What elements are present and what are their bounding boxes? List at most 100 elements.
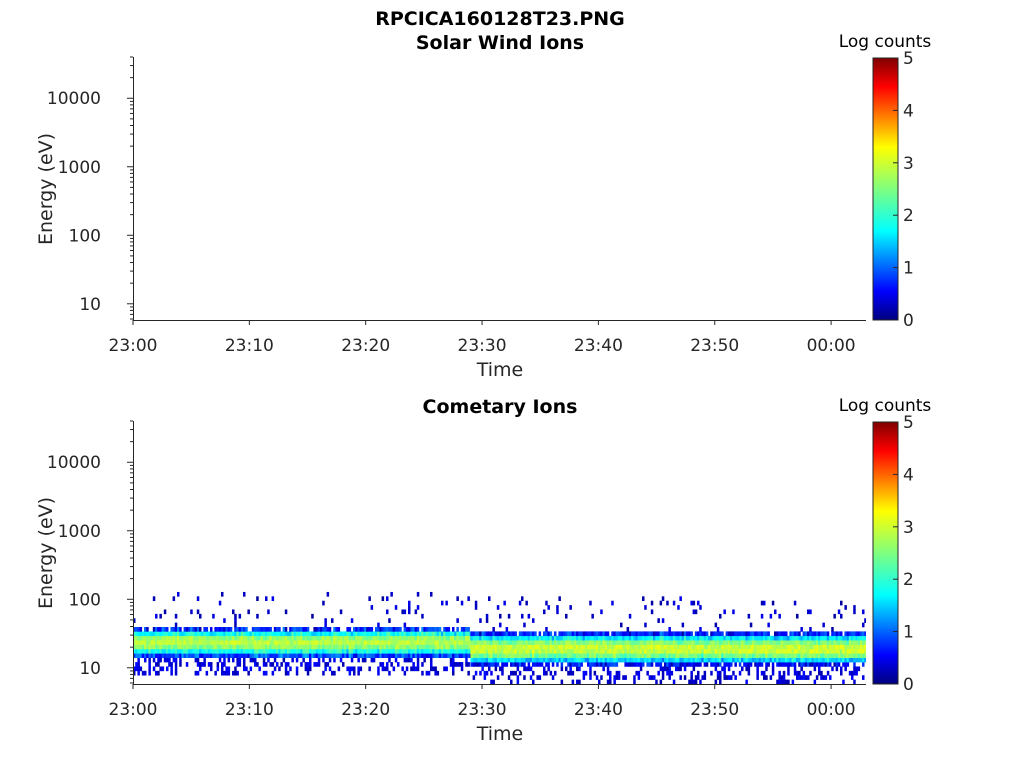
heatmap-cell	[432, 644, 435, 650]
heatmap-cell	[282, 644, 286, 650]
heatmap-cell	[716, 635, 720, 641]
heatmap-cell	[598, 653, 601, 658]
heatmap-cell	[326, 631, 330, 637]
heatmap-cell	[335, 640, 338, 645]
heatmap-cell	[697, 648, 700, 654]
heatmap-cell	[683, 653, 687, 658]
heatmap-cell	[527, 653, 531, 658]
heatmap-cell	[666, 635, 669, 641]
heatmap-cell	[357, 635, 360, 641]
heatmap-cell	[853, 640, 856, 645]
heatmap-cell	[481, 644, 484, 650]
heatmap-cell	[452, 640, 455, 645]
heatmap-cell	[842, 657, 845, 663]
heatmap-cell	[604, 653, 608, 658]
heatmap-cell	[672, 662, 676, 667]
heatmap-cell	[181, 644, 184, 650]
heatmap-cell	[441, 644, 444, 650]
heatmap-cell	[133, 631, 136, 637]
heatmap-cell	[421, 662, 424, 667]
heatmap-cell	[238, 662, 242, 667]
heatmap-cell	[745, 662, 748, 667]
heatmap-cell	[809, 627, 812, 632]
heatmap-cell	[192, 635, 195, 641]
heatmap-cell	[201, 635, 204, 641]
heatmap-cell	[547, 666, 550, 672]
heatmap-cell	[719, 640, 722, 645]
heatmap-cell	[518, 600, 522, 606]
heatmap-cell	[370, 657, 374, 663]
heatmap-cell	[551, 644, 555, 650]
heatmap-cell	[441, 635, 444, 641]
heatmap-cell	[427, 670, 431, 676]
heatmap-cell	[560, 666, 564, 672]
heatmap-cell	[804, 648, 808, 654]
heatmap-cell	[807, 648, 810, 654]
heatmap-cell	[234, 653, 237, 658]
heatmap-cell	[606, 631, 610, 637]
heatmap-cell	[609, 662, 612, 667]
heatmap-cell	[317, 657, 321, 663]
heatmap-cell	[456, 631, 459, 637]
heatmap-cell	[804, 640, 808, 645]
heatmap-cell	[668, 662, 671, 667]
heatmap-cell	[207, 648, 211, 654]
heatmap-cell	[470, 662, 473, 667]
heatmap-cell	[271, 640, 275, 645]
heatmap-cell	[203, 635, 206, 641]
heatmap-cell	[465, 662, 468, 667]
heatmap-cell	[848, 640, 852, 645]
heatmap-cell	[315, 662, 319, 667]
heatmap-cell	[723, 644, 726, 650]
heatmap-cell	[234, 618, 237, 623]
heatmap-cell	[447, 644, 451, 650]
heatmap-cell	[507, 675, 511, 680]
heatmap-cell	[269, 627, 272, 632]
heatmap-cell	[388, 631, 391, 637]
heatmap-cell	[525, 631, 528, 637]
heatmap-cell	[289, 631, 292, 637]
heatmap-cell	[401, 609, 404, 615]
heatmap-cell	[414, 631, 418, 637]
heatmap-cell	[512, 662, 515, 667]
heatmap-cell	[679, 640, 682, 645]
heatmap-cell	[236, 653, 239, 658]
heatmap-cell	[460, 644, 464, 650]
heatmap-cell	[598, 679, 601, 684]
heatmap-cell	[725, 653, 729, 658]
heatmap-cell	[730, 653, 733, 658]
heatmap-cell	[390, 653, 393, 658]
heatmap-cell	[372, 657, 376, 663]
colorbar-tick-label: 4	[903, 101, 914, 121]
heatmap-cell	[174, 662, 178, 667]
heatmap-cell	[179, 635, 182, 641]
heatmap-cell	[831, 635, 834, 641]
heatmap-cell	[421, 635, 424, 641]
heatmap-cell	[298, 627, 301, 632]
heatmap-cell	[767, 622, 770, 628]
heatmap-cell	[677, 644, 680, 650]
heatmap-cell	[510, 657, 513, 663]
heatmap-cell	[229, 627, 233, 632]
heatmap-cell	[168, 640, 171, 645]
heatmap-cell	[763, 631, 766, 637]
heatmap-cell	[386, 609, 389, 615]
heatmap-cell	[793, 670, 797, 676]
heatmap-cell	[714, 644, 718, 650]
heatmap-cell	[802, 640, 806, 645]
heatmap-cell	[778, 613, 781, 619]
heatmap-cell	[734, 653, 737, 658]
x-tick-label: 23:30	[458, 700, 507, 720]
y-tick-label: 10000	[47, 453, 101, 473]
heatmap-cell	[483, 653, 487, 658]
heatmap-cell	[472, 631, 476, 637]
heatmap-cell	[364, 644, 367, 650]
heatmap-cell	[474, 653, 478, 658]
heatmap-cell	[725, 635, 729, 641]
heatmap-cell	[582, 644, 586, 650]
heatmap-cell	[449, 640, 453, 645]
heatmap-cell	[405, 635, 409, 641]
heatmap-cell	[438, 640, 442, 645]
heatmap-cell	[525, 640, 528, 645]
heatmap-cell	[177, 591, 180, 597]
